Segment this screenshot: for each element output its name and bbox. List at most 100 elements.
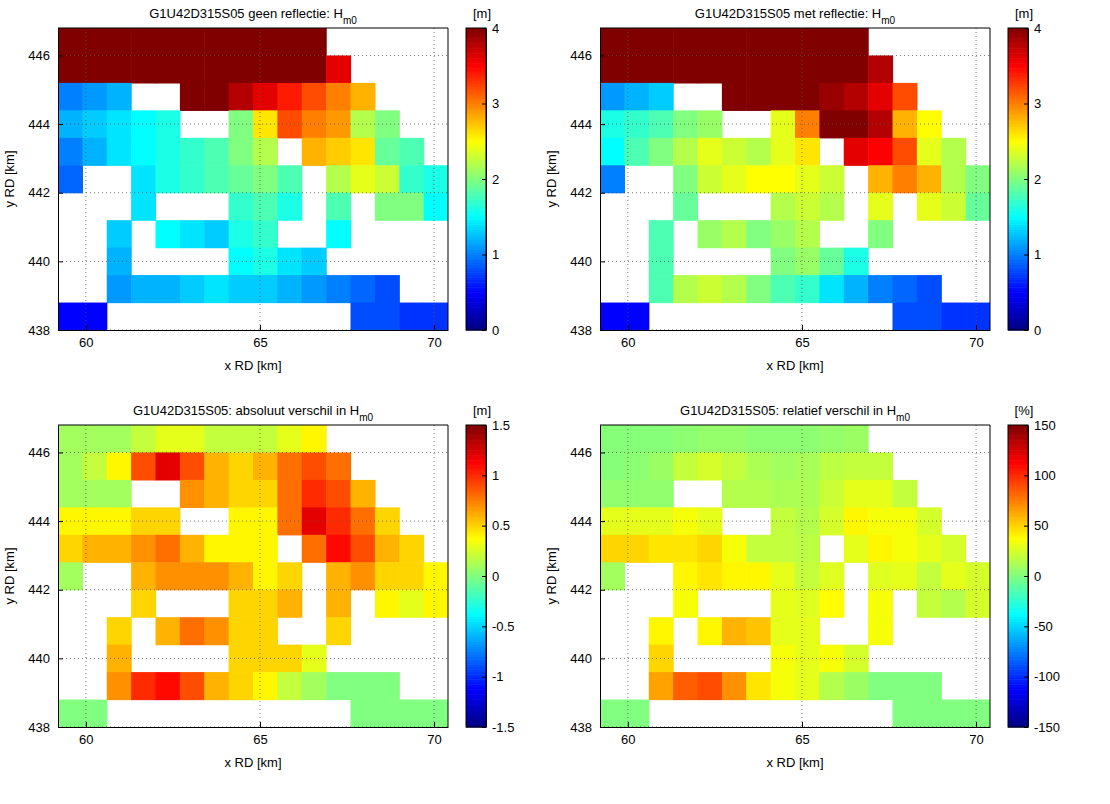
frame <box>448 425 449 727</box>
cell <box>277 672 302 700</box>
colorbar-tick-label: 0.5 <box>492 518 510 533</box>
cell <box>722 425 747 453</box>
y-axis: 438440442444446 <box>28 29 63 338</box>
cell <box>795 535 820 563</box>
y-tick-label: 438 <box>28 323 50 338</box>
cell <box>722 165 747 193</box>
cell <box>893 672 918 700</box>
panel-title-sub: m0 <box>881 15 895 26</box>
cell <box>917 672 942 700</box>
cell <box>649 425 674 453</box>
cell <box>795 165 820 193</box>
cell <box>399 138 424 166</box>
cell <box>698 562 723 590</box>
colorbar-tick-label: 50 <box>1034 518 1048 533</box>
y-axis-title: y RD [km] <box>544 150 559 207</box>
cell <box>819 480 844 508</box>
cell <box>966 700 990 727</box>
frame <box>58 425 448 426</box>
cell <box>424 700 448 727</box>
cell <box>156 55 181 83</box>
x-tick-mark <box>802 325 803 330</box>
cell <box>131 28 156 56</box>
cell <box>424 193 448 221</box>
cell <box>107 535 132 563</box>
cell <box>795 55 820 83</box>
cell <box>819 562 844 590</box>
colorbar-axis-line <box>1028 29 1029 331</box>
cell <box>229 590 254 618</box>
cell <box>893 138 918 166</box>
cell <box>180 28 205 56</box>
colorbar-tick: 0.5 <box>482 518 510 533</box>
y-axis: 438440442444446 <box>570 29 605 338</box>
cell <box>868 452 893 480</box>
cell <box>375 562 400 590</box>
cell <box>131 193 156 221</box>
cell <box>868 275 893 303</box>
cell <box>107 55 132 83</box>
cell <box>82 535 107 563</box>
y-tick: 446 <box>28 445 63 460</box>
cell <box>649 480 674 508</box>
y-axis: 438440442444446 <box>28 426 63 735</box>
x-tick: 60 <box>621 325 635 350</box>
y-tick-mark <box>58 658 63 659</box>
cell <box>58 535 83 563</box>
cell <box>58 425 83 453</box>
plot-background <box>58 28 448 330</box>
y-tick-mark <box>600 727 605 728</box>
cell <box>424 590 448 618</box>
cell <box>600 303 625 330</box>
grid-line <box>801 425 802 727</box>
colorbar-tick-mark <box>482 475 486 476</box>
colorbar-tick-mark <box>1024 28 1028 29</box>
x-tick-mark <box>260 325 261 330</box>
y-tick: 440 <box>28 651 63 666</box>
cell <box>302 425 327 453</box>
cell <box>868 55 893 83</box>
cell <box>771 672 796 700</box>
x-tick: 60 <box>79 722 93 747</box>
grid <box>58 425 448 727</box>
cell <box>229 480 254 508</box>
colorbar-tick: -150 <box>1024 720 1060 735</box>
cell <box>399 535 424 563</box>
cell <box>771 193 796 221</box>
grid <box>600 425 990 727</box>
cell <box>229 507 254 535</box>
cell <box>229 645 254 673</box>
cell <box>204 220 229 248</box>
colorbar-tick-mark <box>1024 677 1028 678</box>
cell <box>131 55 156 83</box>
y-tick-label: 444 <box>28 514 50 529</box>
cell <box>204 535 229 563</box>
cell <box>795 480 820 508</box>
cell <box>302 672 327 700</box>
cell <box>941 535 966 563</box>
cell <box>156 535 181 563</box>
x-axis: 606570 <box>59 325 449 350</box>
cell <box>819 672 844 700</box>
cell <box>600 700 625 727</box>
x-axis-line <box>59 727 449 728</box>
cell <box>229 672 254 700</box>
y-axis-line <box>600 29 601 331</box>
cell <box>771 220 796 248</box>
cell <box>156 165 181 193</box>
cell <box>746 562 771 590</box>
y-tick-mark <box>600 658 605 659</box>
colorbar-tick-label: 1 <box>492 247 499 262</box>
y-tick-mark <box>600 330 605 331</box>
cell <box>82 452 107 480</box>
cell <box>771 535 796 563</box>
colorbar: 01234[m] <box>466 6 499 338</box>
cell <box>229 165 254 193</box>
grid-line <box>58 452 448 453</box>
panel-title-sub: m0 <box>343 15 357 26</box>
x-tick: 60 <box>621 722 635 747</box>
cell <box>893 535 918 563</box>
colorbar-tick-mark <box>482 526 486 527</box>
cell <box>204 672 229 700</box>
cell <box>156 425 181 453</box>
